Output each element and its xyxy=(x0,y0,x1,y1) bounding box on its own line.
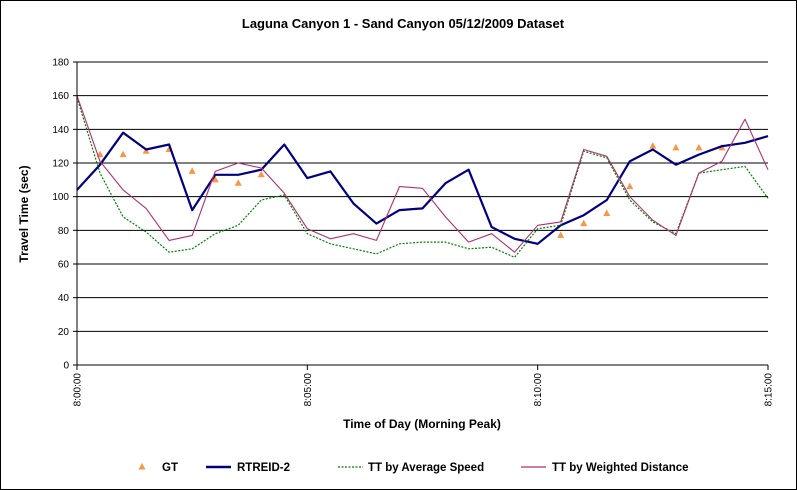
gt-point xyxy=(580,219,588,227)
gt-point xyxy=(557,231,565,238)
y-tick-label: 100 xyxy=(52,192,69,203)
gt-point xyxy=(211,175,219,183)
x-tick-label: 8:05:00 xyxy=(303,373,314,407)
y-tick-label: 60 xyxy=(58,260,70,271)
y-axis-title: Travel Time (sec) xyxy=(17,165,31,262)
y-tick-label: 180 xyxy=(52,58,69,69)
legend-label-tt-by-average-speed: TT by Average Speed xyxy=(368,462,484,474)
gt-point xyxy=(626,182,634,190)
series-layer xyxy=(76,95,769,258)
gt-point xyxy=(119,150,127,158)
grid-layer xyxy=(77,61,768,332)
legend-label-rtreid-2: RTREID-2 xyxy=(237,462,290,474)
gt-point xyxy=(603,209,611,216)
gt-point xyxy=(672,143,680,151)
series-line-rtreid-2 xyxy=(76,131,769,245)
chart-title: Laguna Canyon 1 - Sand Canyon 05/12/2009… xyxy=(242,16,565,31)
axis-layer: 0 20 40 60 80 100 120 140 160 180 8:00:00 8:05:00 8:… xyxy=(52,58,774,407)
y-tick-label: 140 xyxy=(52,125,69,136)
y-tick-label: 40 xyxy=(58,293,70,304)
x-axis-title: Time of Day (Morning Peak) xyxy=(343,417,501,431)
y-tick-label: 0 xyxy=(63,361,69,372)
y-tick-label: 120 xyxy=(52,159,69,170)
gt-point xyxy=(257,170,265,178)
gt-point xyxy=(695,143,703,151)
y-tick-label: 160 xyxy=(52,91,69,102)
x-tick-label: 8:15:00 xyxy=(764,373,775,407)
y-tick-label: 20 xyxy=(58,327,70,338)
gt-point xyxy=(234,179,242,186)
legend-swatch-gt xyxy=(138,463,146,470)
x-tick-label: 8:00:00 xyxy=(73,373,84,407)
series-line-tt-by-average-speed xyxy=(76,97,769,258)
gt-point xyxy=(188,167,196,174)
y-tick-label: 80 xyxy=(58,226,70,237)
chart-legend: GT RTREID-2 TT by Average Speed TT by Weigh… xyxy=(138,462,689,474)
legend-label-tt-by-weighted-distance: TT by Weighted Distance xyxy=(552,462,689,474)
series-line-tt-by-weighted-distance xyxy=(76,95,769,253)
gt-point xyxy=(649,142,657,149)
legend-label-gt: GT xyxy=(162,462,178,474)
x-tick-label: 8:10:00 xyxy=(533,373,544,407)
